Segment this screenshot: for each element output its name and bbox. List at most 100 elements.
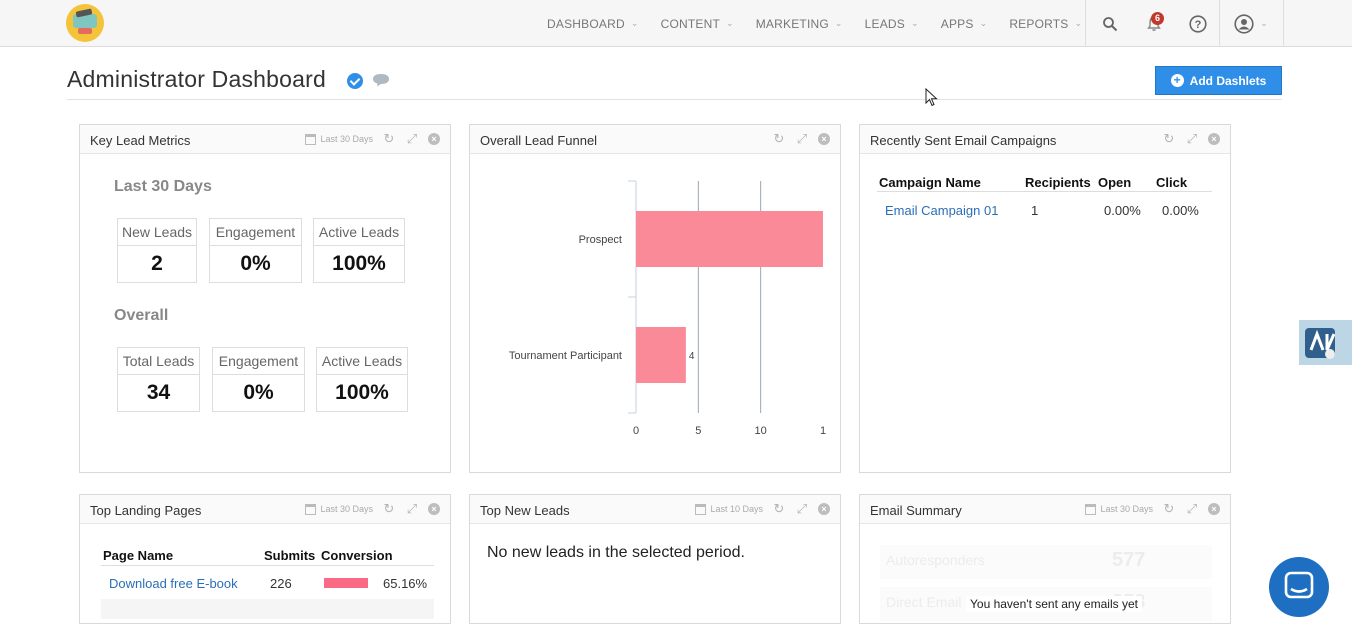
column-header-recipients[interactable]: Recipients xyxy=(1025,175,1091,190)
nav-apps[interactable]: APPS ⌄ xyxy=(941,17,988,31)
search-button[interactable] xyxy=(1096,0,1124,47)
chevron-down-icon: ⌄ xyxy=(1074,18,1083,28)
nav-leads-label: LEADS xyxy=(864,16,905,31)
conversion-bar-track xyxy=(324,578,406,588)
help-icon: ? xyxy=(1189,14,1207,33)
expand-icon[interactable]: ⤢ xyxy=(1186,131,1198,146)
expand-icon[interactable]: ⤢ xyxy=(796,131,808,146)
metrics-section-heading: Overall xyxy=(114,307,169,324)
chevron-down-icon: ⌄ xyxy=(910,18,919,28)
x-tick-label: 5 xyxy=(695,425,701,437)
metric-new-leads: New Leads 2 xyxy=(117,218,197,283)
date-range-selector[interactable]: Last 30 Days xyxy=(1085,503,1153,515)
notification-count-badge: 6 xyxy=(1151,12,1164,25)
column-header-submits[interactable]: Submits xyxy=(264,548,316,563)
date-range-label: Last 10 Days xyxy=(710,504,763,514)
expand-icon[interactable]: ⤢ xyxy=(796,501,808,516)
close-icon[interactable]: × xyxy=(1208,133,1220,145)
table-header-divider xyxy=(101,565,434,566)
table-header-divider xyxy=(877,191,1212,192)
metric-value: 2 xyxy=(151,252,163,275)
date-range-label: Last 30 Days xyxy=(320,134,373,144)
metric-active-leads: Active Leads 100% xyxy=(313,218,405,283)
close-icon[interactable]: × xyxy=(428,133,440,145)
submits-value: 226 xyxy=(270,576,292,591)
date-range-selector[interactable]: Last 10 Days xyxy=(695,503,763,515)
comment-icon[interactable] xyxy=(372,73,390,87)
chevron-down-icon: ⌄ xyxy=(1260,18,1268,28)
header-divider xyxy=(67,99,1282,100)
mouse-cursor-icon xyxy=(925,88,938,107)
refresh-icon[interactable]: ↻ xyxy=(1163,501,1175,516)
refresh-icon[interactable]: ↻ xyxy=(383,131,395,146)
side-helper-widget[interactable] xyxy=(1299,320,1352,365)
nav-marketing[interactable]: MARKETING ⌄ xyxy=(756,17,843,31)
campaign-link[interactable]: Email Campaign 01 xyxy=(885,203,999,218)
refresh-icon[interactable]: ↻ xyxy=(1163,131,1175,146)
metric-label: New Leads xyxy=(118,219,196,246)
date-range-selector[interactable]: Last 30 Days xyxy=(305,503,373,515)
refresh-icon[interactable]: ↻ xyxy=(773,131,785,146)
metric-label: Total Leads xyxy=(118,348,199,375)
column-header-click[interactable]: Click xyxy=(1156,175,1188,190)
nav-dashboard[interactable]: DASHBOARD ⌄ xyxy=(547,17,639,31)
panel-header: Top New Leads Last 10 Days ↻ ⤢ × xyxy=(470,495,840,524)
nav-leads[interactable]: LEADS ⌄ xyxy=(865,17,919,31)
account-menu[interactable]: ⌄ xyxy=(1226,0,1276,47)
nav-reports-label: REPORTS xyxy=(1009,16,1069,31)
date-range-selector[interactable]: Last 30 Days xyxy=(305,133,373,145)
close-icon[interactable]: × xyxy=(1208,503,1220,515)
plus-circle-icon: + xyxy=(1170,74,1184,87)
category-label: Tournament Participant xyxy=(509,350,622,362)
panel-header: Email Summary Last 30 Days ↻ ⤢ × xyxy=(860,495,1230,524)
metric-value: 0% xyxy=(240,252,271,275)
nav-content[interactable]: CONTENT ⌄ xyxy=(661,17,734,31)
metric-engagement: Engagement 0% xyxy=(209,218,302,283)
chevron-down-icon: ⌄ xyxy=(725,18,734,28)
metric-total-leads: Total Leads 34 xyxy=(117,347,200,412)
nav-reports[interactable]: REPORTS ⌄ xyxy=(1009,17,1082,31)
lead-funnel-panel: Overall Lead Funnel ↻ ⤢ × 0 5 10 1 Prospect T… xyxy=(469,124,841,473)
top-landing-pages-panel: Top Landing Pages Last 30 Days ↻ ⤢ × Pag… xyxy=(79,494,451,624)
bar xyxy=(636,327,686,383)
close-icon[interactable]: × xyxy=(818,133,830,145)
close-icon[interactable]: × xyxy=(818,503,830,515)
column-header-page-name[interactable]: Page Name xyxy=(103,548,174,563)
bar xyxy=(636,211,823,267)
refresh-icon[interactable]: ↻ xyxy=(383,501,395,516)
recipients-value: 1 xyxy=(1031,203,1039,218)
column-header-open[interactable]: Open xyxy=(1098,175,1132,190)
metric-label: Active Leads xyxy=(317,348,407,375)
expand-icon[interactable]: ⤢ xyxy=(1186,501,1198,516)
summary-label: Autoresponders xyxy=(886,552,985,568)
panel-header: Recently Sent Email Campaigns ↻ ⤢ × xyxy=(860,125,1230,154)
page-title: Administrator Dashboard xyxy=(67,66,326,92)
close-icon[interactable]: × xyxy=(428,503,440,515)
x-tick-label: 1 xyxy=(820,425,826,437)
panel-title: Overall Lead Funnel xyxy=(480,133,598,148)
panel-header: Overall Lead Funnel ↻ ⤢ × xyxy=(470,125,840,154)
app-logo[interactable] xyxy=(66,4,104,42)
date-range-label: Last 30 Days xyxy=(320,504,373,514)
add-dashlets-button[interactable]: + Add Dashlets xyxy=(1155,66,1282,95)
chevron-down-icon: ⌄ xyxy=(834,18,843,28)
top-new-leads-panel: Top New Leads Last 10 Days ↻ ⤢ × No new … xyxy=(469,494,841,624)
search-icon xyxy=(1103,16,1118,31)
data-label: 4 xyxy=(689,351,695,362)
panel-title: Top New Leads xyxy=(480,503,570,518)
panel-title: Top Landing Pages xyxy=(90,503,202,518)
refresh-icon[interactable]: ↻ xyxy=(773,501,785,516)
click-rate-value: 0.00% xyxy=(1162,203,1199,218)
column-header-campaign-name[interactable]: Campaign Name xyxy=(879,175,981,190)
nav-apps-label: APPS xyxy=(940,16,974,31)
column-header-conversion[interactable]: Conversion xyxy=(321,548,393,563)
svg-text:?: ? xyxy=(1195,19,1202,31)
expand-icon[interactable]: ⤢ xyxy=(406,131,418,146)
top-navigation-bar: DASHBOARD ⌄ CONTENT ⌄ MARKETING ⌄ LEADS ⌄ AP… xyxy=(0,0,1352,47)
help-button[interactable]: ? xyxy=(1184,0,1212,47)
expand-icon[interactable]: ⤢ xyxy=(406,501,418,516)
nav-marketing-label: MARKETING xyxy=(755,16,829,31)
live-chat-button[interactable] xyxy=(1269,557,1329,617)
x-tick-label: 10 xyxy=(755,425,767,437)
landing-page-link[interactable]: Download free E-book xyxy=(109,576,238,591)
